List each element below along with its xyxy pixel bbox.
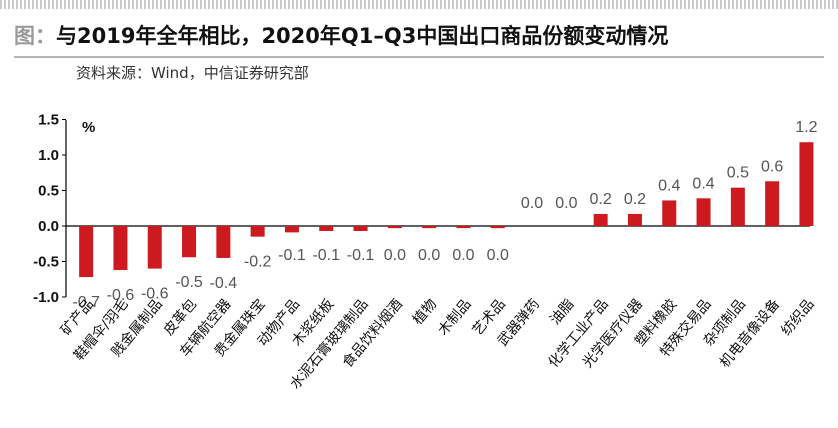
bar: [696, 198, 711, 226]
data-label: -0.1: [278, 247, 306, 264]
data-label: 0.0: [418, 247, 440, 264]
data-label: -0.4: [210, 275, 238, 292]
bar: [79, 226, 94, 278]
category-label: 植物: [410, 296, 440, 328]
bar: [319, 226, 334, 231]
bar: [216, 226, 231, 258]
bar: [353, 226, 368, 231]
data-label: -0.1: [347, 247, 375, 264]
bar: [182, 226, 197, 258]
bar: [147, 226, 162, 269]
y-tick-label: 0.0: [38, 218, 59, 235]
category-label: 纺织品: [778, 296, 817, 338]
data-label: 0.0: [487, 247, 509, 264]
header-hatch-bar: [0, 0, 838, 9]
y-tick-label: 1.5: [38, 112, 59, 129]
bar: [765, 181, 780, 226]
data-label: 0.0: [452, 247, 474, 264]
bar: [730, 187, 745, 226]
bar: [662, 200, 677, 226]
data-label: 0.4: [658, 177, 680, 194]
data-label: -0.6: [107, 287, 135, 304]
y-tick-label: -0.5: [33, 254, 59, 271]
bar: [799, 142, 814, 226]
data-label: 0.0: [555, 195, 577, 212]
bar: [113, 226, 128, 271]
chart-title: 图：与2019年全年相比，2020年Q1–Q3中国出口商品份额变动情况: [14, 20, 824, 54]
data-label: 0.2: [624, 191, 646, 208]
bar: [250, 226, 265, 237]
y-tick-label: -1.0: [33, 289, 59, 306]
data-label: -0.5: [175, 274, 203, 291]
data-label: -0.6: [141, 286, 169, 303]
data-label: 0.5: [727, 165, 749, 182]
bar: [284, 226, 299, 233]
title-underline: [14, 56, 824, 58]
y-unit-label: %: [82, 119, 95, 136]
data-label: -0.7: [72, 294, 100, 311]
bar: [456, 226, 471, 229]
data-label: 0.4: [692, 175, 714, 192]
title-prefix: 图：: [14, 24, 56, 48]
bar: [387, 226, 402, 229]
title-text: 与2019年全年相比，2020年Q1–Q3中国出口商品份额变动情况: [56, 24, 669, 48]
bar: [422, 226, 437, 229]
bar: [593, 213, 608, 226]
y-tick-label: 0.5: [38, 183, 59, 200]
data-label: 0.6: [761, 158, 783, 175]
source-note: 资料来源：Wind，中信证券研究部: [76, 64, 309, 82]
bar: [627, 213, 642, 226]
category-label: 木制品: [435, 296, 474, 338]
category-label: 油脂: [547, 296, 577, 328]
data-label: 0.2: [590, 191, 612, 208]
data-label: -0.2: [244, 254, 272, 271]
data-label: 0.0: [384, 247, 406, 264]
data-label: 1.2: [795, 119, 817, 136]
data-label: -0.1: [312, 247, 340, 264]
bar: [490, 226, 505, 229]
data-label: 0.0: [521, 195, 543, 212]
y-tick-label: 1.0: [38, 147, 59, 164]
